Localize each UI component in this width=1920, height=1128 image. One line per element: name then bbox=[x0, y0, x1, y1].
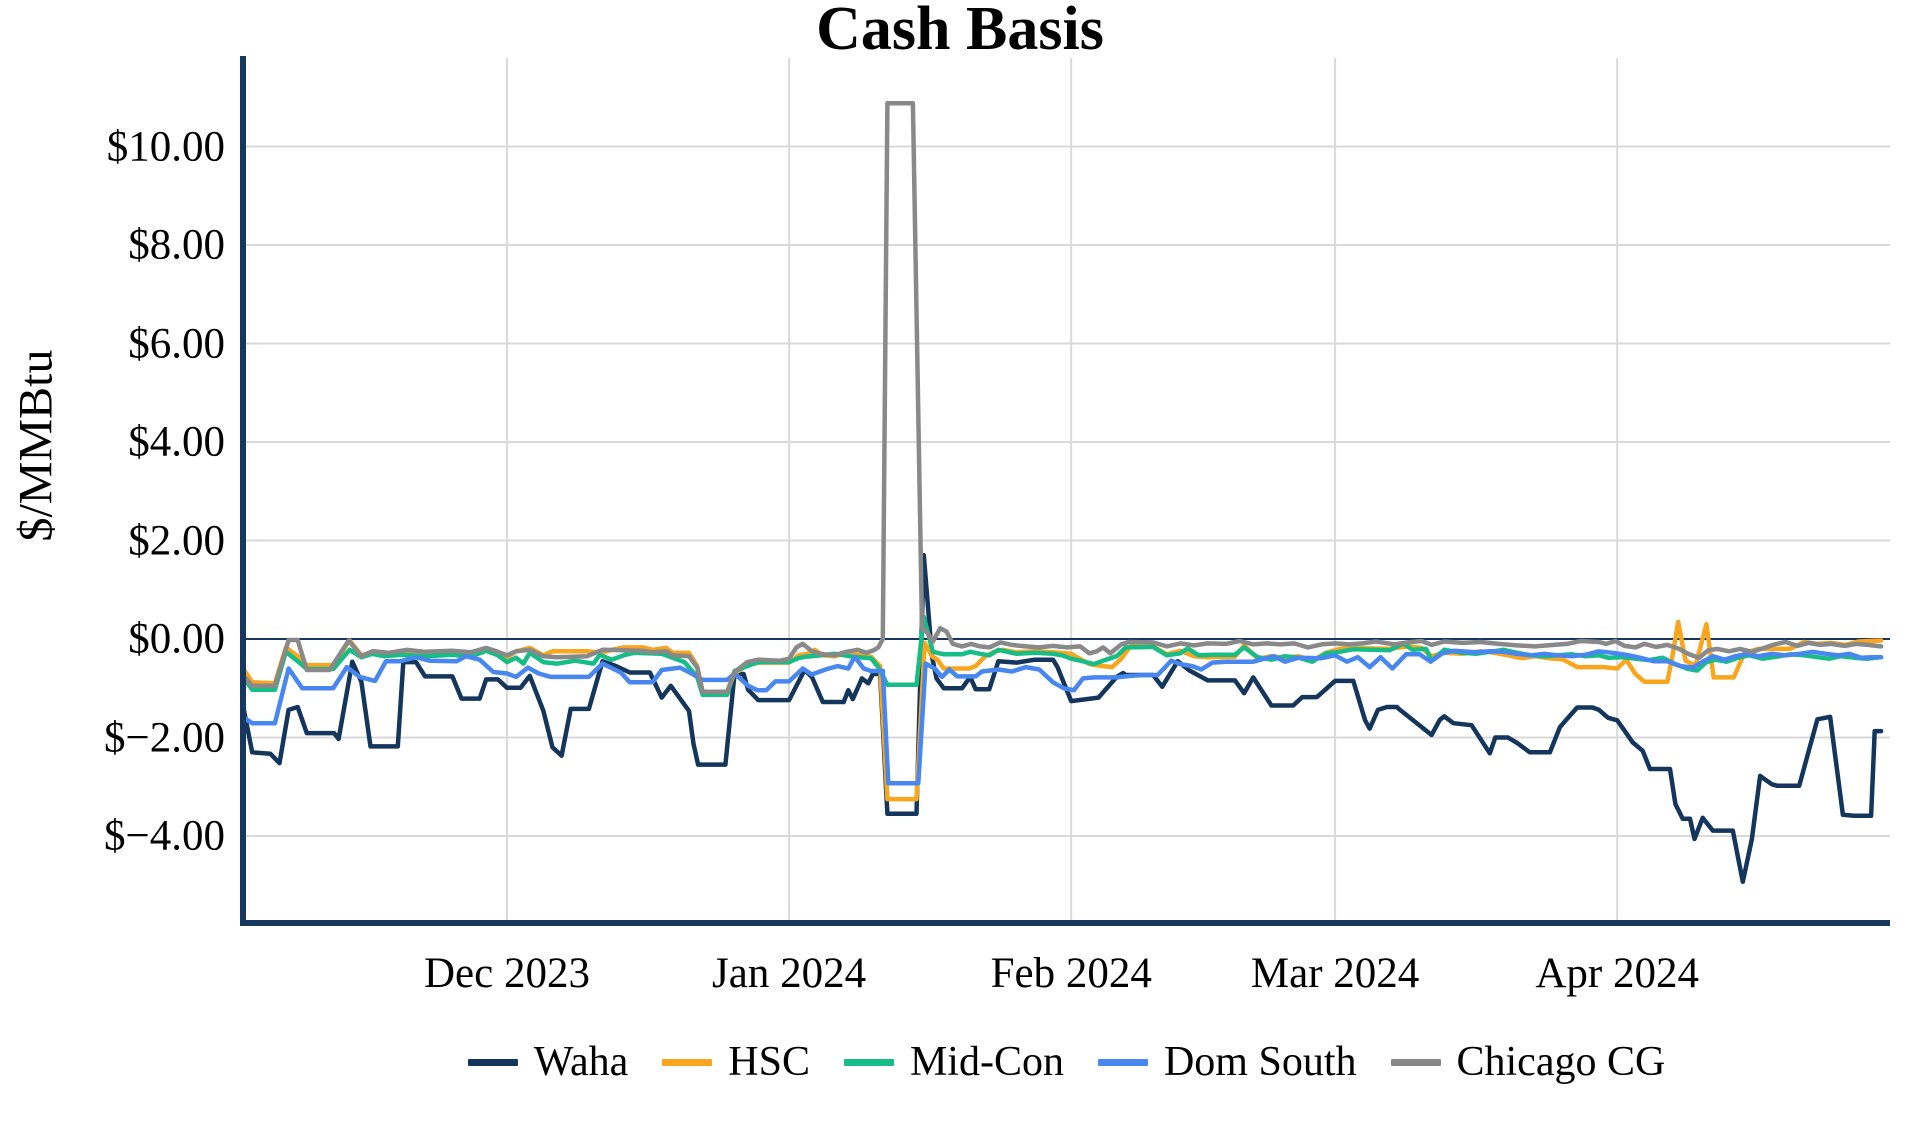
legend-item-chicago-cg: Chicago CG bbox=[1390, 1038, 1666, 1086]
y-tick-label: $4.00 bbox=[128, 418, 225, 466]
y-tick-label: $−2.00 bbox=[103, 714, 225, 761]
legend-swatch-icon bbox=[662, 1058, 713, 1066]
y-tick-label: $2.00 bbox=[128, 517, 225, 564]
legend-swatch-icon bbox=[843, 1058, 894, 1066]
chart-title: Cash Basis bbox=[816, 0, 1104, 63]
legend-item-mid-con: Mid-Con bbox=[843, 1038, 1064, 1086]
legend-label: Chicago CG bbox=[1456, 1039, 1666, 1085]
legend-label: Mid-Con bbox=[909, 1039, 1064, 1085]
x-tick-label: Apr 2024 bbox=[1535, 950, 1699, 997]
legend-swatch-icon bbox=[1390, 1058, 1441, 1066]
legend-label: HSC bbox=[728, 1039, 810, 1085]
x-tick-label: Dec 2023 bbox=[424, 950, 590, 997]
y-tick-label: $10.00 bbox=[106, 123, 225, 170]
legend-item-waha: Waha bbox=[467, 1038, 629, 1086]
legend-label: Dom South bbox=[1163, 1039, 1357, 1085]
series-line-dom-south bbox=[240, 648, 1884, 786]
x-tick-label: Feb 2024 bbox=[990, 950, 1152, 997]
y-tick-label: $6.00 bbox=[128, 320, 225, 367]
legend-swatch-icon bbox=[467, 1058, 518, 1066]
x-tick-label: Mar 2024 bbox=[1250, 950, 1420, 997]
legend-swatch-icon bbox=[1097, 1058, 1148, 1066]
series-line-chicago-cg bbox=[240, 100, 1884, 694]
series-line-waha bbox=[240, 553, 1884, 885]
legend: Waha HSC Mid-Con Dom South Chicago CG bbox=[243, 1038, 1890, 1086]
y-tick-label: $−4.00 bbox=[103, 812, 225, 860]
legend-item-hsc: HSC bbox=[662, 1038, 810, 1086]
y-tick-label: $0.00 bbox=[128, 615, 225, 663]
y-tick-label: $8.00 bbox=[128, 221, 225, 269]
legend-label: Waha bbox=[533, 1039, 629, 1085]
x-tick-label: Jan 2024 bbox=[712, 950, 867, 997]
legend-item-dom-south: Dom South bbox=[1097, 1038, 1357, 1086]
